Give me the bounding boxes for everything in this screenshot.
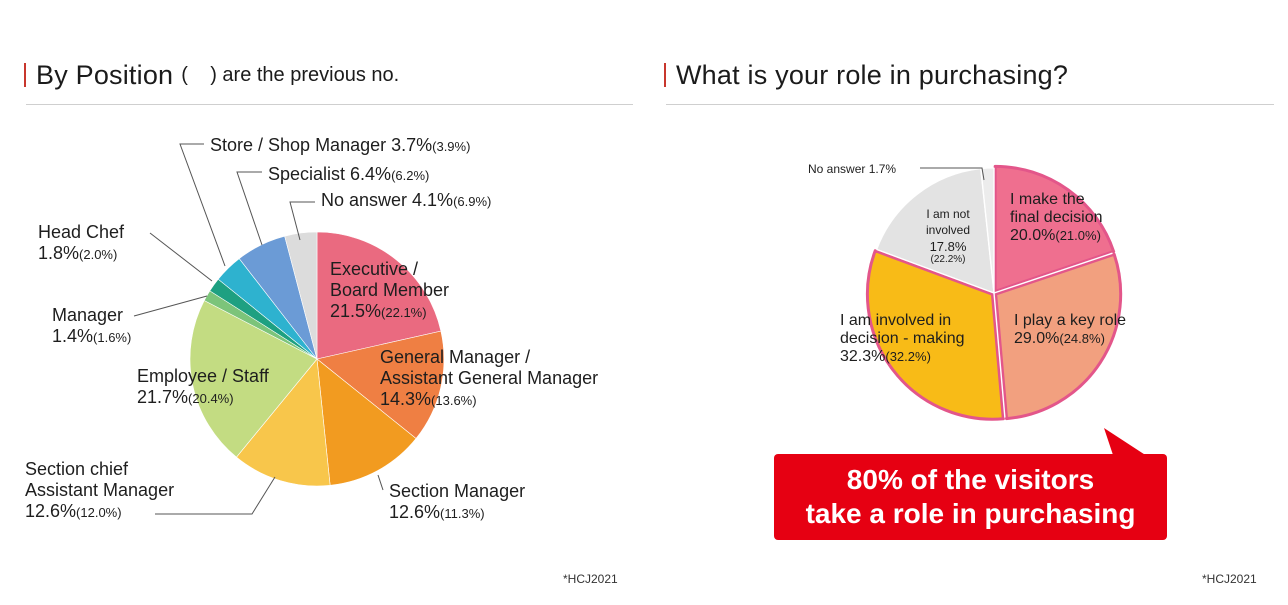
pie-slice-i-am-not-involved (876, 168, 995, 294)
leader-line (920, 167, 985, 181)
previous-note-open: ( (181, 63, 188, 86)
slice-label-line: I make the (1010, 191, 1085, 208)
role-panel: What is your role in purchasing? I make … (644, 0, 1288, 605)
position-heading: By Position ( ) are the previous no. (24, 58, 399, 92)
slice-label-line: involved (926, 223, 970, 237)
label-not-involved: I am not involved 17.8%(22.2%) (926, 207, 970, 265)
slice-value-label: 12.6%(11.3%) (389, 502, 485, 522)
pie-slice-i-play-a-key-role (994, 252, 1123, 421)
role-title: What is your role in purchasing? (676, 59, 1069, 90)
heading-accent-bar (24, 63, 26, 87)
slice-value-label: 12.6%(12.0%) (25, 501, 122, 521)
slice-label-line: final decision (1010, 209, 1103, 226)
pie-slice-employee-staff (189, 300, 318, 458)
previous-note-close: ) are the previous no. (210, 63, 400, 86)
label-specialist: Specialist 6.4%(6.2%) (268, 164, 429, 184)
slice-previous-label: (22.2%) (930, 254, 965, 265)
banner-line-2: take a role in purchasing (805, 498, 1136, 529)
slice-label-line: decision - making (840, 330, 965, 347)
leader-line (289, 201, 315, 241)
slice-label-line: Board Member (330, 280, 449, 300)
role-source: *HCJ2021 (1202, 572, 1257, 586)
label-no-answer: No answer 1.7% (808, 162, 896, 176)
leader-line (377, 474, 384, 491)
slice-value-label: 32.3%(32.2%) (840, 348, 931, 365)
slice-label-line: General Manager / (380, 347, 530, 367)
slice-label-line: Employee / Staff (137, 366, 270, 386)
slice-value-label: 14.3%(13.6%) (380, 389, 477, 409)
slice-value-label: 1.8%(2.0%) (38, 243, 117, 263)
slice-separator (876, 248, 995, 294)
slice-label-line: Executive / (330, 259, 418, 279)
slice-separator (993, 292, 1006, 418)
leader-line (236, 171, 263, 246)
slice-value-label: 20.0%(21.0%) (1010, 227, 1101, 244)
slice-separator (980, 168, 995, 294)
label-no-answer: No answer 4.1%(6.9%) (321, 190, 491, 210)
slice-label-line: I am involved in (840, 312, 951, 329)
slice-label-line: Section Manager (389, 481, 525, 501)
leader-line (179, 143, 226, 267)
position-panel: By Position ( ) are the previous no. Exe… (24, 58, 633, 586)
slice-value-label: 21.5%(22.1%) (330, 301, 427, 321)
slice-value-label: 29.0%(24.8%) (1014, 330, 1105, 347)
leader-line (149, 232, 213, 282)
slice-label-line: I am not (926, 207, 970, 221)
slice-value-label: 17.8% (930, 239, 967, 254)
label-general-manager: General Manager /Assistant General Manag… (380, 347, 598, 409)
heading-accent-bar (664, 63, 666, 87)
pie-slice-i-make-the-final-decision (993, 164, 1116, 293)
pie-slice-section-manager (316, 358, 417, 486)
slice-label-line: I play a key role (1014, 312, 1126, 329)
pie-slice-i-am-involved-in-decision-making (865, 249, 1005, 421)
slice-label-line: Assistant General Manager (380, 368, 598, 388)
position-source: *HCJ2021 (563, 572, 618, 586)
visitors-banner: 80% of the visitors take a role in purch… (774, 454, 1167, 540)
leader-line (133, 295, 208, 317)
role-divider (666, 104, 1274, 105)
pie-slice-no-answer (284, 231, 318, 360)
pie-slice-section-chief-assistant-manager (235, 358, 331, 487)
slice-label-line: Section chief (25, 459, 129, 479)
slice-label-line: Manager (52, 305, 123, 325)
pie-slice-executive-board-member (316, 231, 442, 360)
slice-label-line: Head Chef (38, 222, 125, 242)
slice-separator (993, 252, 1113, 294)
position-divider (26, 104, 633, 105)
slice-label-line: Assistant Manager (25, 480, 174, 500)
pie-slice-general-manager-assistant-general-manager (316, 330, 445, 439)
role-heading: What is your role in purchasing? (664, 58, 1068, 92)
leader-line (155, 476, 276, 515)
position-title: By Position (36, 59, 174, 90)
banner-line-1: 80% of the visitors (846, 464, 1095, 495)
label-store-shop-manager: Store / Shop Manager 3.7%(3.9%) (210, 135, 470, 155)
previous-note: ( ) are the previous no. (181, 64, 399, 87)
slice-value-label: 1.4%(1.6%) (52, 326, 131, 346)
slice-value-label: 21.7%(20.4%) (137, 387, 234, 407)
banner-callout-tail (1104, 428, 1150, 458)
